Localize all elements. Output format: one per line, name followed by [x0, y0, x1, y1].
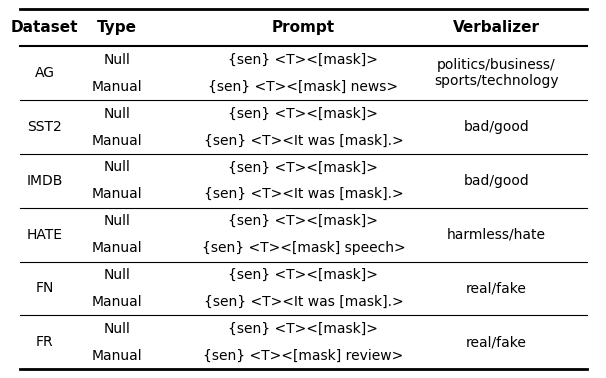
Text: {sen} <T><[mask]>: {sen} <T><[mask]> [228, 268, 378, 282]
Text: AG: AG [35, 66, 55, 80]
Text: Manual: Manual [92, 80, 142, 94]
Text: {sen} <T><[mask]>: {sen} <T><[mask]> [228, 160, 378, 174]
Text: bad/good: bad/good [464, 120, 529, 134]
Text: Null: Null [103, 268, 130, 282]
Text: politics/business/
sports/technology: politics/business/ sports/technology [434, 58, 559, 88]
Text: real/fake: real/fake [466, 282, 527, 296]
Text: IMDB: IMDB [26, 174, 62, 188]
Text: Manual: Manual [92, 133, 142, 147]
Text: {sen} <T><[mask]>: {sen} <T><[mask]> [228, 322, 378, 336]
Text: real/fake: real/fake [466, 335, 527, 349]
Text: {sen} <T><[mask]>: {sen} <T><[mask]> [228, 107, 378, 121]
Text: Prompt: Prompt [272, 20, 335, 35]
Text: Manual: Manual [92, 295, 142, 309]
Text: Verbalizer: Verbalizer [453, 20, 540, 35]
Text: Null: Null [103, 160, 130, 174]
Text: Manual: Manual [92, 241, 142, 255]
Text: {sen} <T><It was [mask].>: {sen} <T><It was [mask].> [204, 133, 403, 147]
Text: {sen} <T><[mask] news>: {sen} <T><[mask] news> [208, 80, 398, 94]
Text: {sen} <T><[mask]>: {sen} <T><[mask]> [228, 53, 378, 67]
Text: Type: Type [97, 20, 137, 35]
Text: bad/good: bad/good [464, 174, 529, 188]
Text: Dataset: Dataset [11, 20, 78, 35]
Text: FN: FN [35, 282, 53, 296]
Text: HATE: HATE [27, 228, 62, 242]
Text: SST2: SST2 [27, 120, 62, 134]
Text: harmless/hate: harmless/hate [447, 228, 545, 242]
Text: {sen} <T><[mask]>: {sen} <T><[mask]> [228, 214, 378, 228]
Text: Null: Null [103, 322, 130, 336]
Text: Null: Null [103, 214, 130, 228]
Text: {sen} <T><[mask] speech>: {sen} <T><[mask] speech> [202, 241, 405, 255]
Text: {sen} <T><It was [mask].>: {sen} <T><It was [mask].> [204, 187, 403, 201]
Text: {sen} <T><It was [mask].>: {sen} <T><It was [mask].> [204, 295, 403, 309]
Text: {sen} <T><[mask] review>: {sen} <T><[mask] review> [203, 349, 404, 363]
Text: FR: FR [36, 335, 53, 349]
Text: Manual: Manual [92, 349, 142, 363]
Text: Manual: Manual [92, 187, 142, 201]
Text: Null: Null [103, 107, 130, 121]
Text: Null: Null [103, 53, 130, 67]
